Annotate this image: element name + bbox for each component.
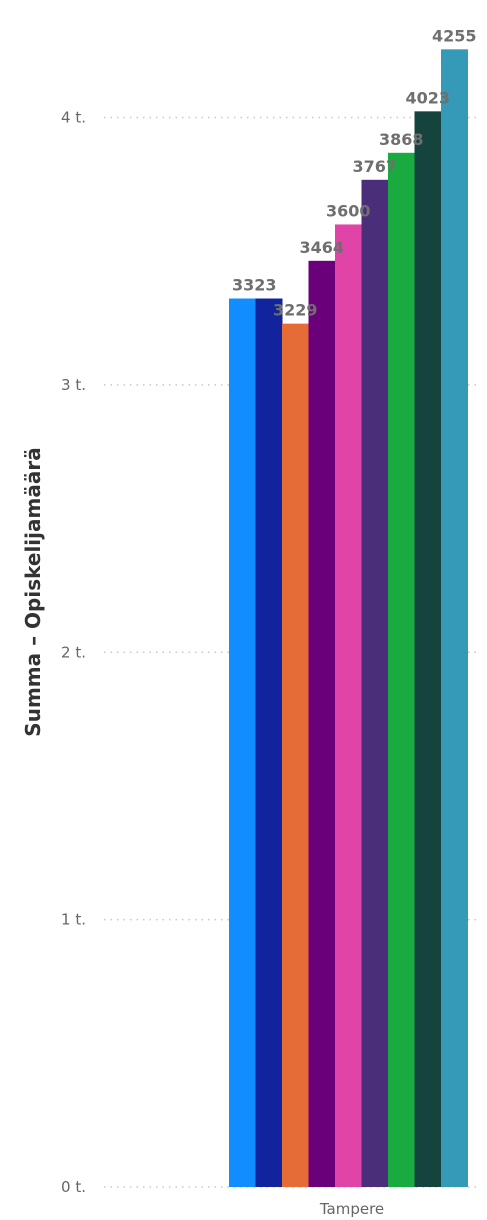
data-label: 3229 (273, 301, 318, 320)
y-tick-label: 3 t. (61, 376, 86, 394)
data-label: 3323 (232, 276, 277, 295)
y-tick-label: 4 t. (61, 109, 86, 127)
data-label: 3767 (352, 157, 397, 176)
data-label: 3464 (299, 238, 344, 257)
data-label: 3868 (379, 130, 424, 149)
y-tick-label: 1 t. (61, 911, 86, 929)
bar[interactable] (229, 298, 256, 1187)
y-axis-title: Summa – Opiskelijamäärä (21, 447, 45, 736)
bar[interactable] (282, 323, 309, 1187)
bar[interactable] (335, 224, 362, 1187)
bar[interactable] (361, 179, 389, 1188)
data-label: 3600 (326, 201, 371, 220)
data-label: 4255 (432, 26, 477, 45)
bar[interactable] (308, 260, 336, 1187)
data-label: 4023 (405, 88, 450, 107)
y-tick-label: 2 t. (61, 643, 86, 661)
y-axis-ticks: 0 t. 1 t. 2 t. 3 t. 4 t. (61, 109, 86, 1197)
bar[interactable] (441, 49, 468, 1188)
bar[interactable] (414, 111, 442, 1188)
bar[interactable] (388, 152, 415, 1188)
bars (229, 49, 468, 1188)
y-tick-label: 0 t. (61, 1178, 86, 1196)
bar[interactable] (255, 298, 283, 1187)
data-labels: 3323 3229 3464 3600 3767 3868 4023 4255 (232, 26, 477, 319)
x-axis-category-label: Tampere (319, 1200, 384, 1218)
